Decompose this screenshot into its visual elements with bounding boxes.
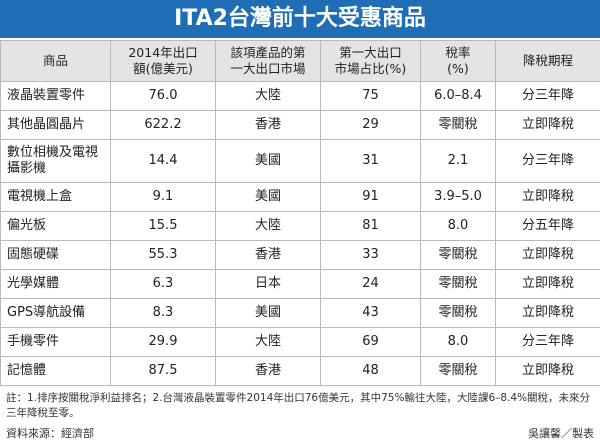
data-cell: 立即降稅 (496, 111, 600, 140)
data-cell: 43 (321, 299, 421, 328)
data-cell: 29.9 (111, 328, 216, 357)
header-cell: 2014年出口額(億美元) (111, 41, 216, 82)
data-cell: 大陸 (216, 328, 321, 357)
data-cell: 15.5 (111, 212, 216, 241)
data-cell: 6.0–8.4 (421, 82, 496, 111)
data-cell: 分三年降 (496, 140, 600, 183)
header-text: 降稅期程 (523, 53, 573, 68)
data-cell: 大陸 (216, 212, 321, 241)
data-cell: 大陸 (216, 82, 321, 111)
data-cell: 立即降稅 (496, 299, 600, 328)
product-cell: 光學媒體 (1, 270, 111, 299)
header-cell: 第一大出口市場占比(%) (321, 41, 421, 82)
data-cell: 48 (321, 357, 421, 386)
product-cell: 手機零件 (1, 328, 111, 357)
header-text: 該項產品的第 (230, 45, 305, 60)
data-cell: 立即降稅 (496, 270, 600, 299)
data-cell: 14.4 (111, 140, 216, 183)
data-cell: 零關稅 (421, 270, 496, 299)
data-cell: 美國 (216, 183, 321, 212)
data-cell: 香港 (216, 111, 321, 140)
header-cell: 稅率(%) (421, 41, 496, 82)
data-cell: 24 (321, 270, 421, 299)
header-text: 市場占比(%) (335, 61, 407, 76)
header-text: 稅率 (445, 45, 470, 60)
data-cell: 8.0 (421, 328, 496, 357)
data-cell: 9.1 (111, 183, 216, 212)
data-cell: 香港 (216, 241, 321, 270)
data-cell: 立即降稅 (496, 357, 600, 386)
data-cell: 31 (321, 140, 421, 183)
title: ITA2台灣前十大受惠商品 (0, 0, 600, 38)
note: 註：1.排序按關稅淨利益排名；2.台灣液晶裝置零件2014年出口76億美元，其中… (0, 386, 600, 421)
product-cell: 偏光板 (1, 212, 111, 241)
data-cell: 33 (321, 241, 421, 270)
data-cell: 日本 (216, 270, 321, 299)
header-text: 額(億美元) (133, 61, 193, 76)
data-cell: 零關稅 (421, 357, 496, 386)
header-cell: 商品 (1, 41, 111, 82)
data-cell: 2.1 (421, 140, 496, 183)
data-cell: 3.9–5.0 (421, 183, 496, 212)
data-cell: 零關稅 (421, 241, 496, 270)
source: 資料來源：經濟部 (6, 425, 94, 441)
data-cell: 8.3 (111, 299, 216, 328)
data-cell: 75 (321, 82, 421, 111)
data-cell: 分三年降 (496, 328, 600, 357)
data-cell: 55.3 (111, 241, 216, 270)
header-text: 第一大出口 (339, 45, 402, 60)
data-cell: 零關稅 (421, 299, 496, 328)
header-cell: 降稅期程 (496, 41, 600, 82)
data-cell: 6.3 (111, 270, 216, 299)
data-cell: 分三年降 (496, 82, 600, 111)
data-cell: 91 (321, 183, 421, 212)
data-cell: 76.0 (111, 82, 216, 111)
data-cell: 立即降稅 (496, 183, 600, 212)
data-cell: 香港 (216, 357, 321, 386)
product-cell: GPS導航設備 (1, 299, 111, 328)
header-text: 2014年出口 (128, 45, 197, 60)
data-cell: 美國 (216, 140, 321, 183)
product-cell: 液晶裝置零件 (1, 82, 111, 111)
data-cell: 分五年降 (496, 212, 600, 241)
header-text: (%) (447, 61, 469, 76)
data-cell: 美國 (216, 299, 321, 328)
data-cell: 622.2 (111, 111, 216, 140)
credit: 吳讓馨／製表 (528, 425, 594, 441)
data-cell: 87.5 (111, 357, 216, 386)
product-cell: 數位相機及電視攝影機 (1, 140, 111, 183)
product-cell: 電視機上盒 (1, 183, 111, 212)
product-cell: 記憶體 (1, 357, 111, 386)
data-cell: 69 (321, 328, 421, 357)
data-cell: 29 (321, 111, 421, 140)
header-text: 一大出口市場 (230, 61, 305, 76)
data-cell: 8.0 (421, 212, 496, 241)
header-text: 商品 (43, 53, 68, 68)
data-cell: 立即降稅 (496, 241, 600, 270)
data-cell: 81 (321, 212, 421, 241)
product-cell: 固態硬碟 (1, 241, 111, 270)
header-cell: 該項產品的第一大出口市場 (216, 41, 321, 82)
data-cell: 零關稅 (421, 111, 496, 140)
footer: 資料來源：經濟部 吳讓馨／製表 (0, 421, 600, 441)
product-cell: 其他晶圓晶片 (1, 111, 111, 140)
